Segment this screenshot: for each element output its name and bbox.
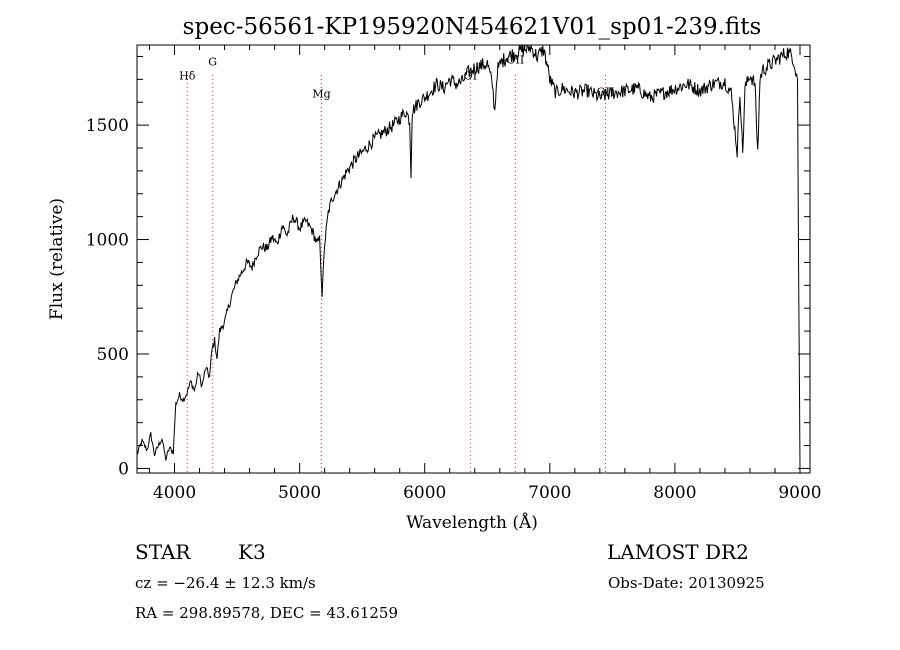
chart-title: spec-56561-KP195920N454621V01_sp01-239.f…	[183, 14, 762, 40]
x-axis-label: Wavelength (Å)	[406, 512, 538, 533]
line-marker-label-1: G	[208, 56, 217, 69]
y-tick-label-0: 0	[118, 459, 129, 479]
y-axis-label: Flux (relative)	[47, 198, 67, 320]
axis-ticks: 4000 5000 6000 7000 8000 9000 0 500 1000 1500	[86, 45, 822, 503]
x-tick-label-2: 6000	[403, 483, 446, 503]
spectrum-series-0	[136, 44, 801, 469]
x-tick-label-3: 7000	[528, 483, 571, 503]
coordinates: RA = 298.89578, DEC = 43.61259	[135, 604, 399, 622]
line-marker-label-0: Hδ	[179, 69, 196, 82]
y-tick-label-1: 500	[97, 345, 129, 365]
line-marker-label-2: Mg	[312, 88, 330, 101]
redshift-value: cz = −26.4 ± 12.3 km/s	[135, 574, 316, 592]
survey-name: LAMOST DR2	[607, 540, 749, 564]
observation-date: Obs-Date: 20130925	[608, 574, 765, 592]
x-tick-label-5: 9000	[778, 483, 821, 503]
object-subclass: K3	[238, 540, 266, 564]
series-layer	[136, 44, 801, 469]
object-class: STAR	[135, 540, 191, 564]
x-tick-label-0: 4000	[153, 483, 196, 503]
plot-frame	[136, 44, 811, 474]
y-tick-label-3: 1500	[86, 116, 129, 136]
x-tick-label-1: 5000	[278, 483, 321, 503]
y-tick-label-2: 1000	[86, 231, 129, 251]
x-tick-label-4: 8000	[653, 483, 696, 503]
